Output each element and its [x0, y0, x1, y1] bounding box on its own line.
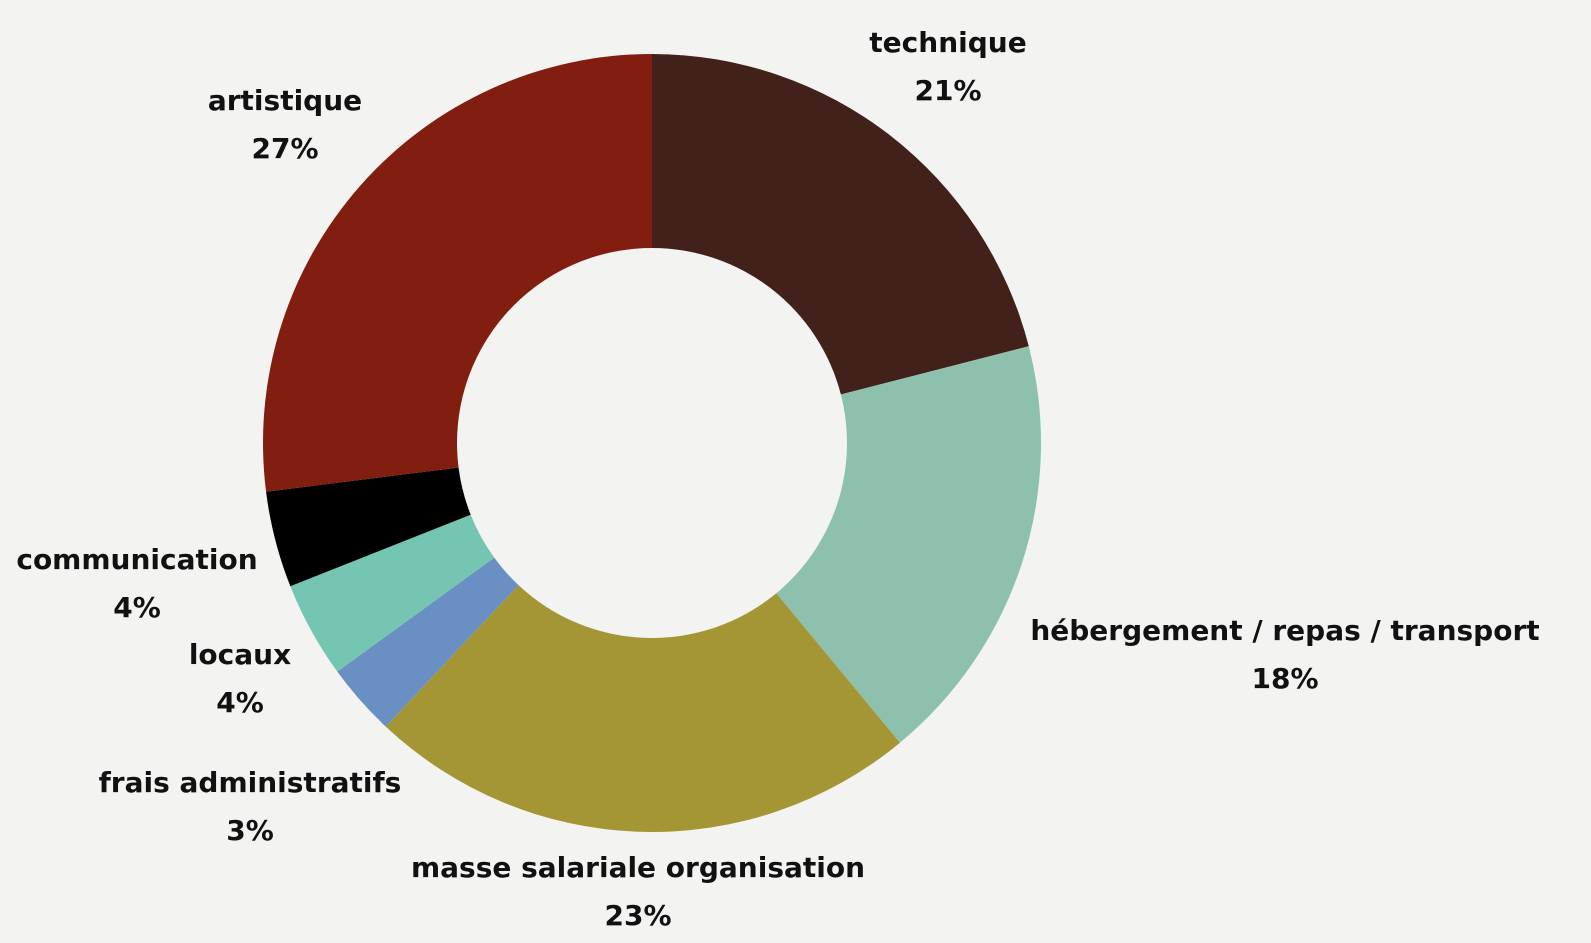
slice-value-label: 18% — [1251, 662, 1318, 695]
slice-masse-salariale-organisation — [385, 585, 900, 833]
slice-label: technique — [869, 26, 1026, 59]
slice-label: locaux — [189, 638, 291, 671]
slice-label: masse salariale organisation — [411, 851, 865, 884]
slice-value-label: 21% — [914, 74, 981, 107]
slice-value-label: 3% — [226, 814, 274, 847]
slice-technique — [652, 54, 1029, 395]
slice-label: frais administratifs — [99, 766, 402, 799]
slice-locaux — [290, 514, 495, 672]
slice-label: artistique — [208, 84, 362, 117]
slice-communication — [266, 467, 471, 587]
slice-value-label: 23% — [604, 899, 671, 932]
slice-frais-administratifs — [337, 557, 519, 727]
slice-artistique — [263, 54, 652, 492]
slice-value-label: 4% — [113, 591, 161, 624]
slice-labels: technique 21% hébergement / repas / transp… — [16, 26, 1539, 932]
slice-label: hébergement / repas / transport — [1030, 614, 1539, 647]
slice-hébergement-repas-transport — [776, 346, 1041, 743]
donut-slices — [263, 54, 1041, 833]
slice-value-label: 27% — [251, 132, 318, 165]
slice-value-label: 4% — [216, 686, 264, 719]
slice-label: communication — [16, 543, 257, 576]
